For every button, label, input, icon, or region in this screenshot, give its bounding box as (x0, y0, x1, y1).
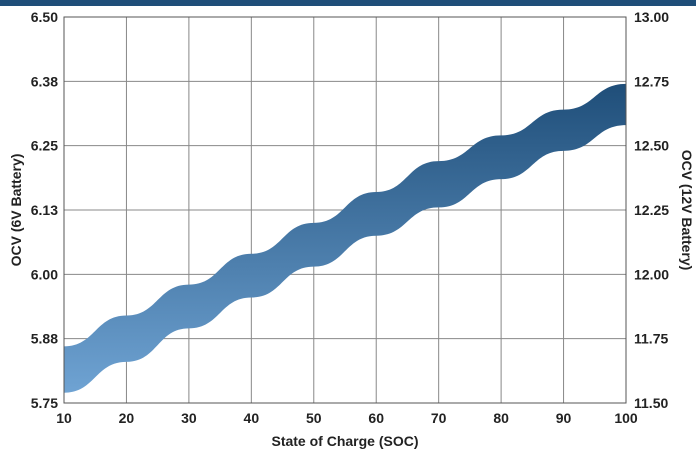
right-y-ticks: 13.00 12.75 12.50 12.25 12.00 11.75 11.50 (634, 9, 669, 411)
left-y-tick-label: 6.13 (31, 202, 58, 218)
right-y-tick-label: 11.50 (634, 395, 668, 411)
ocv-band (64, 83, 626, 393)
x-tick-label: 80 (493, 410, 509, 426)
x-tick-label: 20 (119, 410, 135, 426)
right-y-tick-label: 12.25 (634, 202, 669, 218)
left-y-ticks: 6.50 6.38 6.25 6.13 6.00 5.88 5.75 (31, 9, 58, 411)
x-tick-label: 10 (56, 410, 72, 426)
right-y-axis-label: OCV (12V Battery) (679, 150, 695, 271)
left-y-axis-label: OCV (6V Battery) (8, 154, 24, 267)
x-tick-label: 70 (431, 410, 447, 426)
x-tick-label: 50 (306, 410, 322, 426)
x-tick-label: 60 (368, 410, 384, 426)
x-tick-label: 100 (614, 410, 638, 426)
plot-frame (63, 16, 627, 404)
right-y-tick-label: 13.00 (634, 9, 669, 25)
x-tick-label: 30 (181, 410, 197, 426)
left-y-tick-label: 5.88 (31, 331, 58, 347)
x-tick-label: 90 (556, 410, 572, 426)
x-tick-label: 40 (244, 410, 260, 426)
left-y-tick-label: 5.75 (31, 395, 58, 411)
right-y-tick-label: 12.75 (634, 73, 669, 89)
top-accent-bar (0, 0, 696, 6)
right-y-tick-label: 11.75 (634, 331, 668, 347)
right-y-tick-label: 12.00 (634, 266, 669, 282)
left-y-tick-label: 6.00 (31, 266, 58, 282)
x-ticks: 10 20 30 40 50 60 70 80 90 100 (56, 410, 638, 426)
left-y-tick-label: 6.25 (31, 138, 58, 154)
x-axis-label: State of Charge (SOC) (271, 433, 418, 449)
left-y-tick-label: 6.38 (31, 73, 58, 89)
right-y-tick-label: 12.50 (634, 138, 669, 154)
left-y-tick-label: 6.50 (31, 9, 58, 25)
